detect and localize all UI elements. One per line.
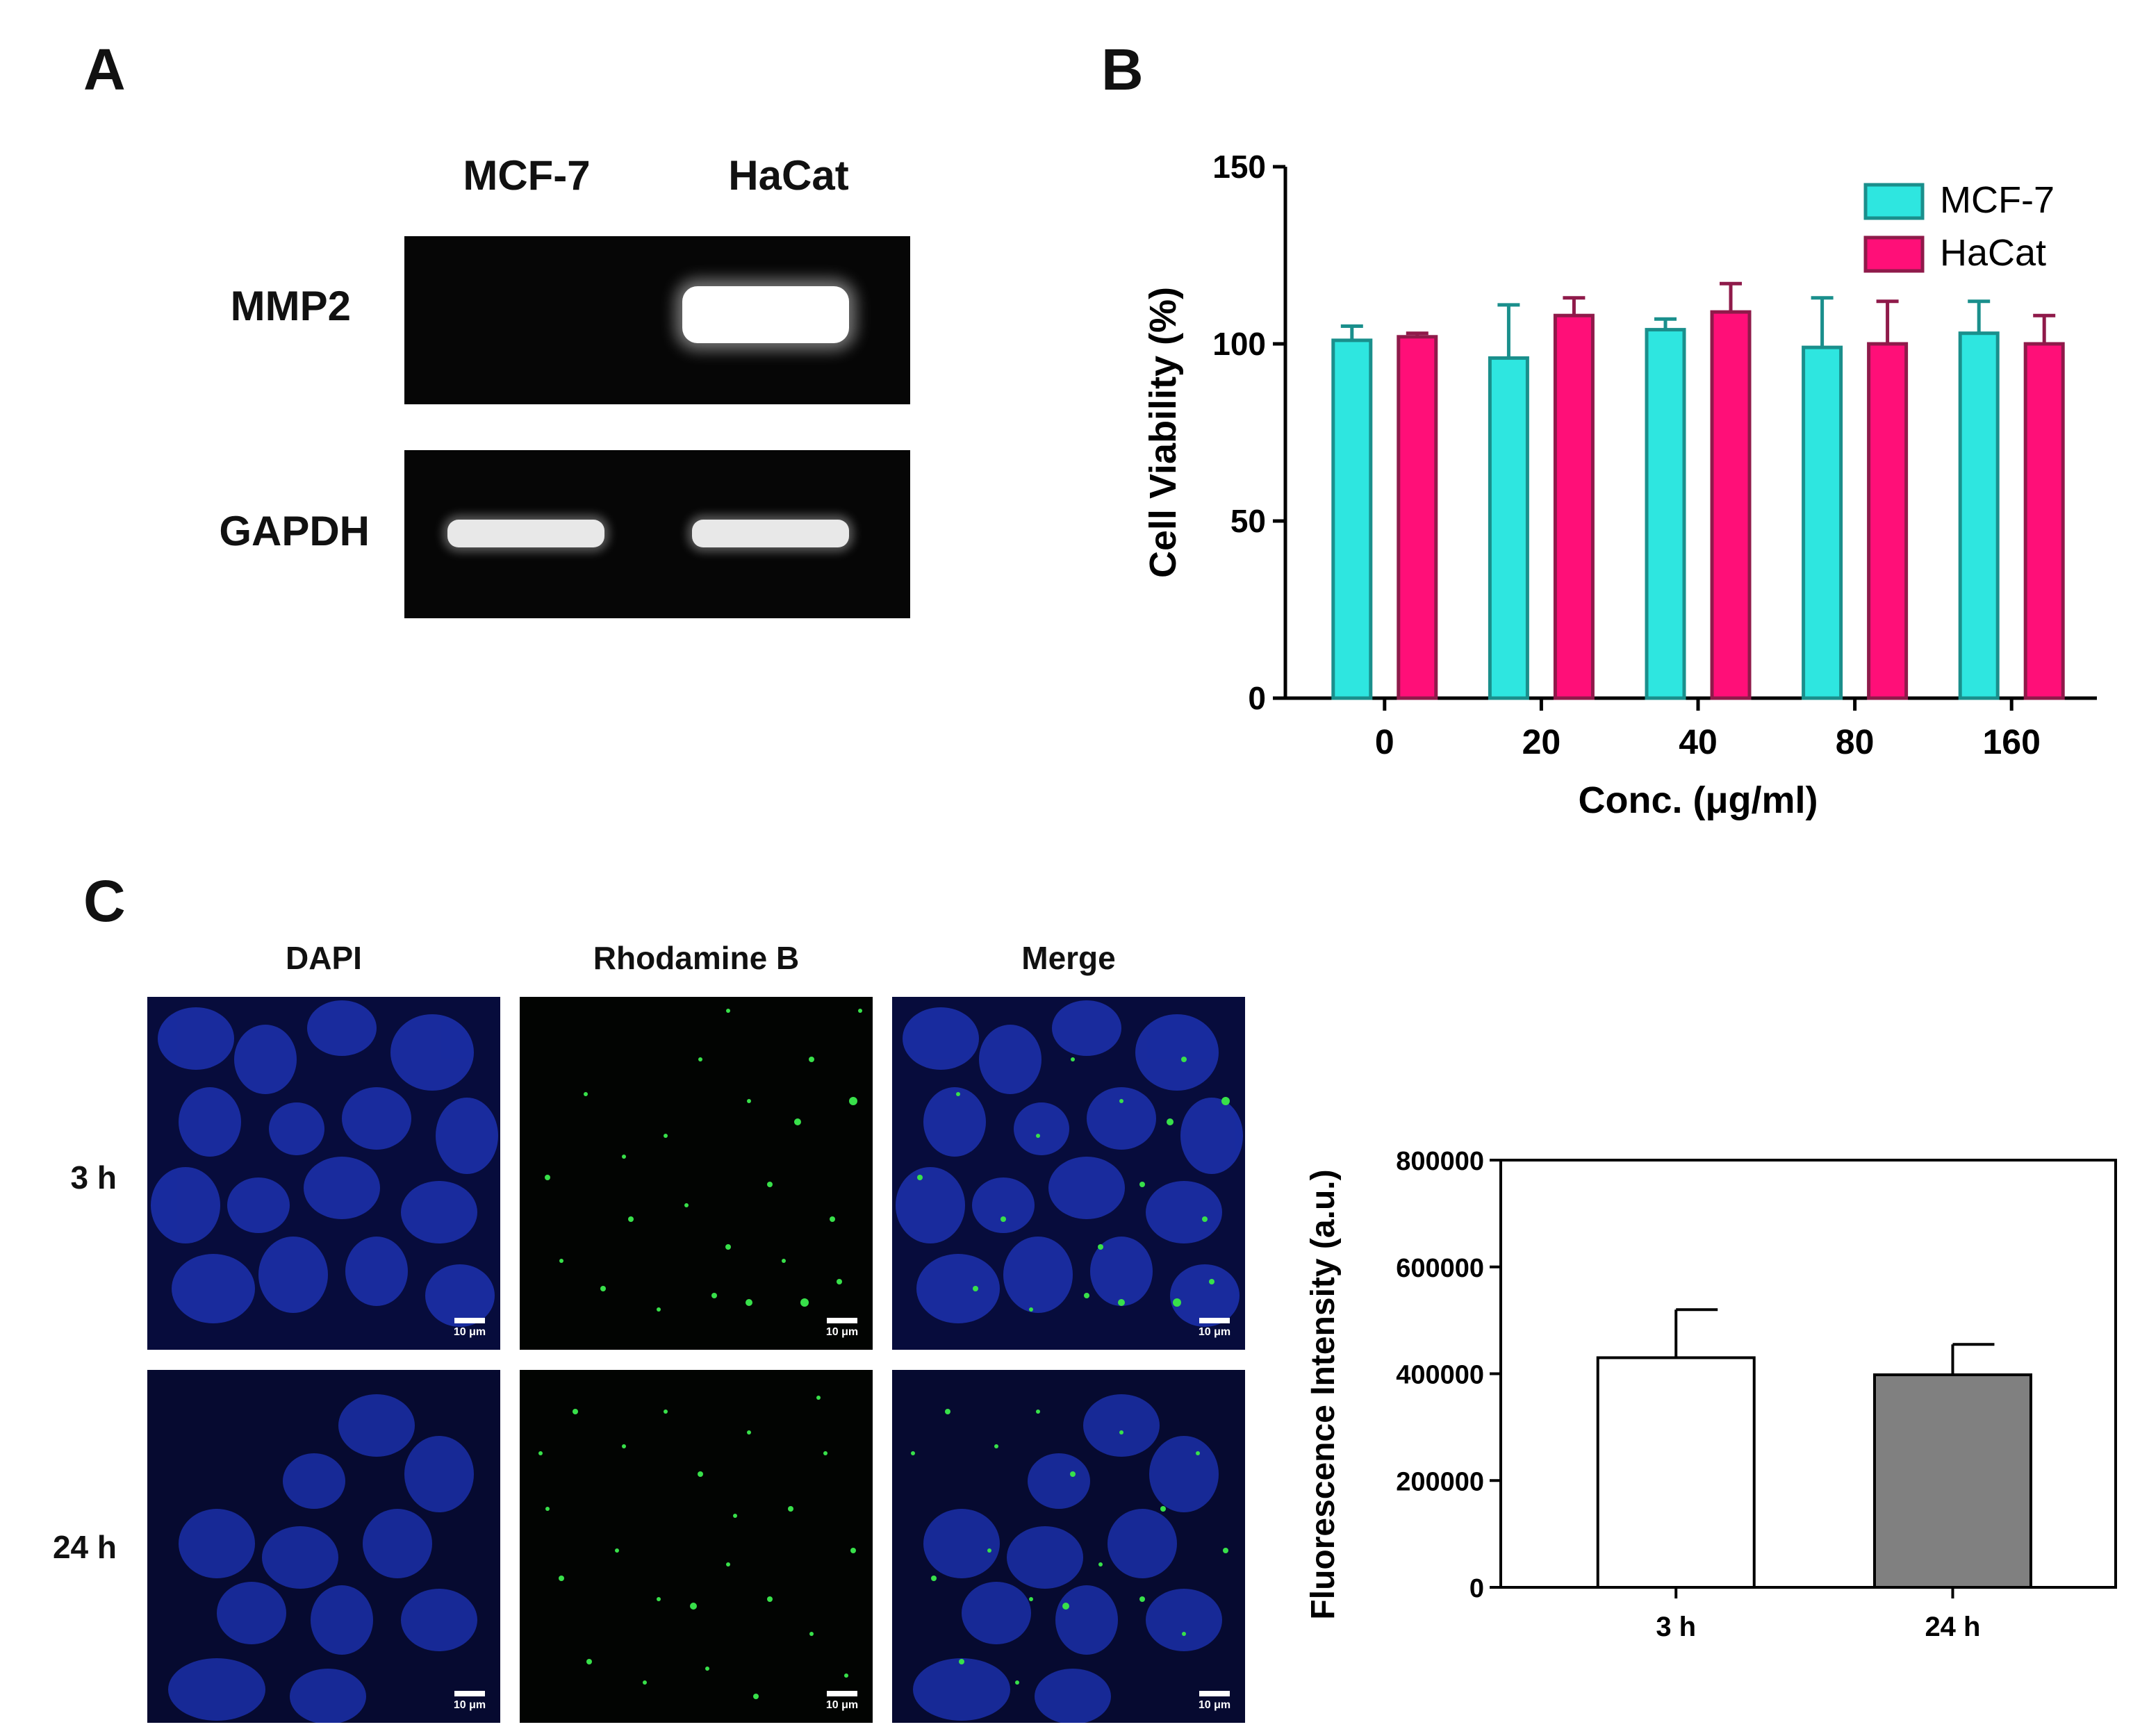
x-tick-label: 20	[1522, 722, 1561, 761]
micrograph-rhodamine-3h-image	[520, 997, 873, 1350]
bar-mcf-7	[1645, 328, 1686, 700]
scalebar-label: 10 μm	[453, 1326, 486, 1338]
y-tick-label: 0	[1469, 1574, 1484, 1603]
scalebar-line	[827, 1691, 857, 1696]
micro-column-label-dapi: DAPI	[286, 940, 362, 976]
micro-row-label-24h: 24 h	[52, 1529, 117, 1565]
bar-mcf-7	[1802, 345, 1843, 700]
scalebar-line	[1199, 1691, 1230, 1696]
bar-hacat	[1710, 310, 1752, 700]
x-axis-label: Conc. (μg/ml)	[1578, 779, 1818, 821]
scalebar-label: 10 μm	[825, 1699, 859, 1711]
bar-24h	[1872, 1373, 2032, 1589]
micro-column-label-merge: Merge	[1021, 940, 1116, 976]
y-tick-label: 600000	[1396, 1254, 1484, 1283]
y-tick-label: 150	[1212, 149, 1266, 185]
x-tick-label: 0	[1375, 722, 1394, 761]
bar-hacat	[1397, 335, 1438, 700]
x-tick-label: 80	[1836, 722, 1875, 761]
scalebar-label: 10 μm	[1198, 1699, 1231, 1711]
bar-hacat	[1867, 342, 1909, 700]
scalebar-line	[1199, 1318, 1230, 1323]
bar-3h	[1596, 1356, 1756, 1589]
bar-hacat	[1553, 313, 1595, 700]
y-tick-label: 200000	[1396, 1467, 1484, 1496]
micrograph-rhodamine-24h-image	[520, 1370, 873, 1723]
x-tick-label: 24 h	[1925, 1612, 1980, 1642]
scalebar: 10 μm	[449, 1691, 491, 1712]
scalebar: 10 μm	[449, 1318, 491, 1339]
scalebar-line	[454, 1691, 485, 1696]
y-tick-label: 50	[1230, 503, 1266, 539]
scalebar: 10 μm	[821, 1318, 863, 1339]
scalebar-label: 10 μm	[1198, 1326, 1231, 1338]
bar-hacat	[2023, 342, 2065, 700]
gel-image-gapdh	[404, 450, 910, 618]
chart-fluorescence-intensity: 0 200000 400000 600000 800000 3 h 24 h Fluoresc…	[1305, 1147, 2117, 1642]
legend-label-mcf-7: MCF-7	[1940, 179, 2055, 221]
scalebar: 10 μm	[1194, 1691, 1235, 1712]
gel-band-mmp2-hacat	[682, 286, 849, 343]
micrograph-merge-3h-image	[892, 997, 1245, 1350]
micrograph-merge-3h: 10 μm	[892, 997, 1245, 1350]
bar-mcf-7	[1488, 356, 1529, 700]
micrograph-merge-24h: 10 μm	[892, 1370, 1245, 1723]
scalebar-line	[827, 1318, 857, 1323]
bar-mcf-7	[1958, 331, 2000, 700]
y-tick-label: 400000	[1396, 1361, 1484, 1390]
micrograph-dapi-3h: 10 μm	[147, 997, 500, 1350]
micro-column-label-rhodamine: Rhodamine B	[593, 940, 800, 976]
x-tick-label: 40	[1679, 722, 1718, 761]
micrograph-dapi-24h-image	[147, 1370, 500, 1723]
panel-b-letter: B	[1101, 37, 1144, 102]
scalebar-label: 10 μm	[825, 1326, 859, 1338]
micro-row-label-3h: 3 h	[70, 1159, 117, 1196]
gel-image-mmp2	[404, 236, 910, 404]
micrograph-rhodamine-24h: 10 μm	[520, 1370, 873, 1723]
scalebar-label: 10 μm	[453, 1699, 486, 1711]
x-tick-label: 3 h	[1656, 1612, 1696, 1642]
y-tick-label: 0	[1248, 680, 1266, 716]
micrograph-dapi-24h: 10 μm	[147, 1370, 500, 1723]
x-tick-label: 160	[1982, 722, 2040, 761]
gel-column-label-mcf7: MCF-7	[463, 152, 591, 199]
panel-a-letter: A	[83, 37, 126, 102]
legend-swatch-hacat	[1863, 235, 1925, 273]
micrograph-dapi-3h-image	[147, 997, 500, 1350]
y-axis-label: Fluorescence Intensity (a.u.)	[1305, 1169, 1342, 1619]
gel-band-gapdh-mcf7	[447, 520, 604, 547]
micrograph-rhodamine-3h: 10 μm	[520, 997, 873, 1350]
panel-c-letter: C	[83, 868, 126, 934]
scalebar: 10 μm	[1194, 1318, 1235, 1339]
gel-band-gapdh-hacat	[692, 520, 849, 547]
y-tick-label: 100	[1212, 326, 1266, 362]
chart-cell-viability: 0 50 100 150 0 20 40 80 160 Conc. (μg/ml) Cell Via…	[1142, 149, 2097, 821]
legend-swatch-mcf-7	[1863, 183, 1925, 220]
y-axis-label: Cell Viability (%)	[1142, 287, 1184, 578]
legend-label-hacat: HaCat	[1940, 232, 2046, 274]
scalebar: 10 μm	[821, 1691, 863, 1712]
gel-row-label-gapdh: GAPDH	[219, 508, 370, 554]
gel-column-label-hacat: HaCat	[728, 152, 849, 199]
y-tick-label: 800000	[1396, 1147, 1484, 1176]
gel-row-label-mmp2: MMP2	[230, 283, 351, 329]
micrograph-merge-24h-image	[892, 1370, 1245, 1723]
scalebar-line	[454, 1318, 485, 1323]
bar-mcf-7	[1331, 338, 1373, 700]
